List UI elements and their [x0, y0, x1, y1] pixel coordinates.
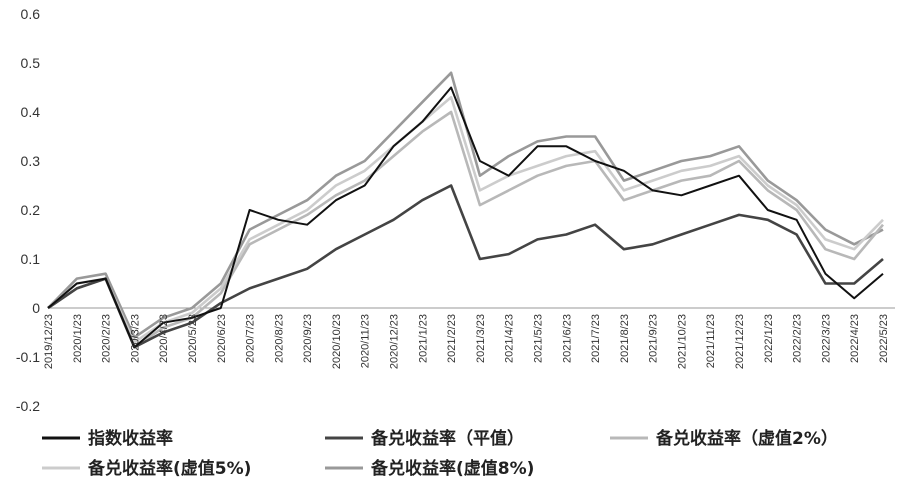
x-tick-label: 2021/8/23 [619, 314, 631, 363]
x-tick-label: 2019/12/23 [43, 314, 55, 369]
series-lines [47, 71, 884, 349]
x-tick-label: 2020/3/23 [129, 314, 141, 363]
legend-label: 备兑收益率（虚值2%） [655, 428, 838, 449]
x-tick-label: 2021/7/23 [590, 314, 602, 363]
y-tick-label: 0.2 [21, 202, 41, 218]
x-tick-label: 2021/5/23 [532, 314, 544, 363]
x-tick-label: 2021/4/23 [504, 314, 516, 363]
x-tick-label: 2022/2/23 [792, 314, 804, 363]
x-tick-label: 2020/10/23 [331, 314, 343, 369]
y-tick-label: 0 [32, 300, 40, 316]
legend: 指数收益率 备兑收益率（平值） 备兑收益率（虚值2%） 备兑收益率(虚值5%) 备兑收益… [42, 428, 838, 479]
x-tick-label: 2021/3/23 [475, 314, 487, 363]
x-tick-label: 2021/10/23 [676, 314, 688, 369]
x-tick-label: 2022/1/23 [763, 314, 775, 363]
x-tick-label: 2021/2/23 [446, 314, 458, 363]
x-tick-label: 2020/4/23 [158, 314, 170, 363]
x-tick-label: 2021/12/23 [734, 314, 746, 369]
series-line-3 [47, 96, 884, 344]
x-tick-label: 2022/5/23 [878, 314, 890, 363]
y-tick-label: -0.2 [16, 398, 40, 414]
x-tick-label: 2022/3/23 [820, 314, 832, 363]
x-tick-label: 2020/9/23 [302, 314, 314, 363]
x-tick-label: 2021/1/23 [417, 314, 429, 363]
x-tick-label: 2021/9/23 [648, 314, 660, 363]
y-tick-label: 0.5 [21, 55, 41, 71]
y-tick-label: 0.3 [21, 153, 41, 169]
x-tick-label: 2021/6/23 [561, 314, 573, 363]
x-tick-label: 2021/11/23 [705, 314, 717, 368]
series-line-4 [47, 71, 884, 339]
y-tick-label: -0.1 [16, 349, 40, 365]
series-line-0 [47, 86, 884, 349]
y-tick-label: 0.6 [21, 6, 41, 22]
x-tick-label: 2020/2/23 [101, 314, 113, 363]
legend-label: 备兑收益率(虚值5%) [87, 458, 251, 479]
legend-label: 指数收益率 [88, 428, 173, 449]
x-tick-label: 2020/12/23 [389, 314, 401, 369]
x-tick-label: 2020/1/23 [72, 314, 84, 363]
x-tick-label: 2020/11/23 [360, 314, 372, 368]
y-tick-label: 0.4 [21, 104, 41, 120]
x-tick-label: 2020/6/23 [216, 314, 228, 363]
legend-label: 备兑收益率(虚值8%) [370, 458, 534, 479]
x-axis-ticks: 2019/12/23 2020/1/23 2020/2/23 2020/3/23 202… [43, 314, 890, 369]
legend-label: 备兑收益率（平值） [370, 428, 524, 449]
series-line-1 [47, 184, 884, 349]
x-tick-label: 2020/7/23 [245, 314, 257, 363]
y-axis-ticks: -0.2 -0.1 0 0.1 0.2 0.3 0.4 0.5 0.6 [16, 6, 40, 414]
y-tick-label: 0.1 [21, 251, 41, 267]
x-tick-label: 2020/8/23 [273, 314, 285, 363]
x-tick-label: 2020/5/23 [187, 314, 199, 363]
x-tick-label: 2022/4/23 [849, 314, 861, 363]
